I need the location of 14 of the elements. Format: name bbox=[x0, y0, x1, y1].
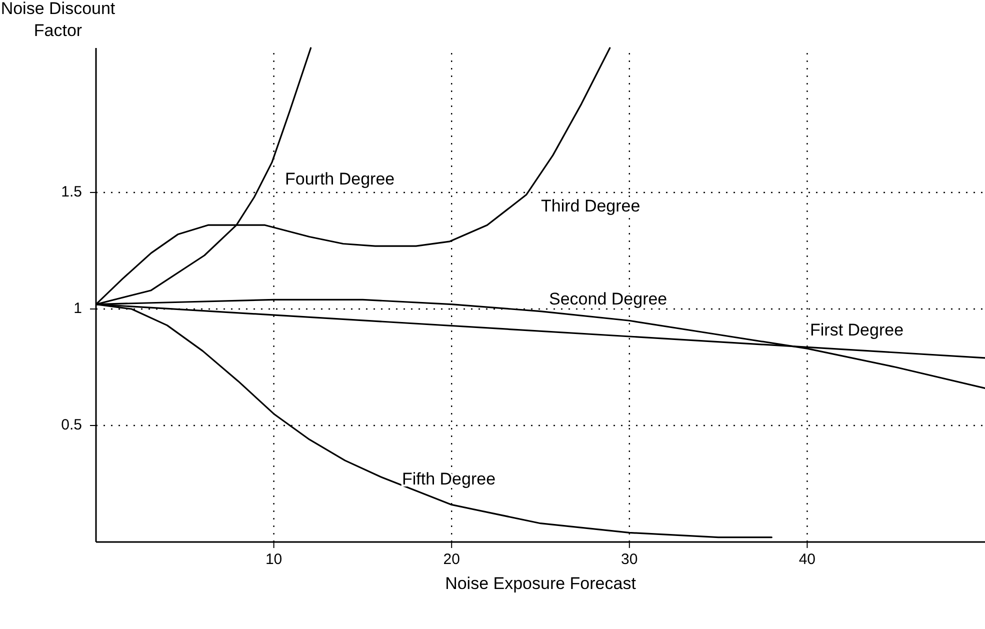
series-label: First Degree bbox=[810, 320, 904, 340]
y-tick-label: 0.5 bbox=[61, 416, 82, 434]
y-tick-label: 1 bbox=[74, 300, 82, 317]
x-tick-label: 30 bbox=[621, 551, 638, 568]
x-axis-title: Noise Exposure Forecast bbox=[445, 574, 636, 593]
series-label: Fifth Degree bbox=[402, 469, 496, 488]
x-tick-label: 40 bbox=[798, 551, 816, 568]
x-tick-label: 10 bbox=[265, 551, 282, 568]
series-label: Second Degree bbox=[549, 289, 668, 308]
series-label: Third Degree bbox=[541, 196, 640, 216]
y-axis-title: Noise Discount Factor bbox=[0, 0, 116, 40]
y-tick-label: 1.5 bbox=[61, 183, 82, 200]
series-label: Fourth Degree bbox=[285, 169, 395, 188]
x-tick-label: 20 bbox=[443, 551, 460, 568]
